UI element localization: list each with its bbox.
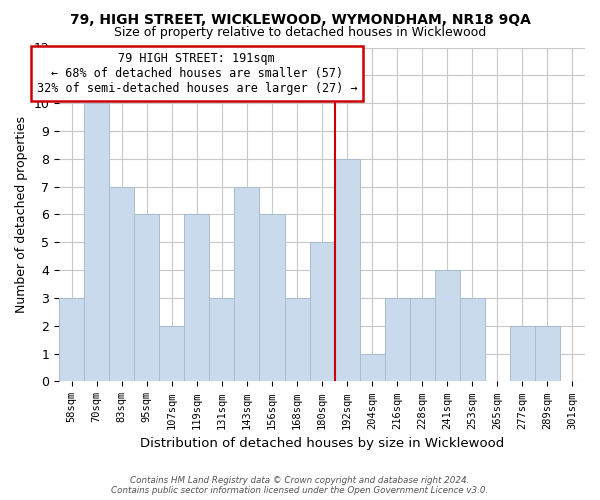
Text: Contains HM Land Registry data © Crown copyright and database right 2024.
Contai: Contains HM Land Registry data © Crown c…: [112, 476, 488, 495]
Text: Size of property relative to detached houses in Wicklewood: Size of property relative to detached ho…: [114, 26, 486, 39]
Bar: [184, 214, 209, 382]
Y-axis label: Number of detached properties: Number of detached properties: [15, 116, 28, 313]
Bar: [435, 270, 460, 382]
Bar: [59, 298, 84, 382]
X-axis label: Distribution of detached houses by size in Wicklewood: Distribution of detached houses by size …: [140, 437, 504, 450]
Bar: [535, 326, 560, 382]
Bar: [410, 298, 435, 382]
Bar: [310, 242, 335, 382]
Bar: [235, 186, 259, 382]
Bar: [335, 159, 359, 382]
Bar: [510, 326, 535, 382]
Text: 79, HIGH STREET, WICKLEWOOD, WYMONDHAM, NR18 9QA: 79, HIGH STREET, WICKLEWOOD, WYMONDHAM, …: [70, 12, 530, 26]
Bar: [284, 298, 310, 382]
Bar: [209, 298, 235, 382]
Bar: [359, 354, 385, 382]
Bar: [385, 298, 410, 382]
Bar: [134, 214, 160, 382]
Bar: [460, 298, 485, 382]
Bar: [259, 214, 284, 382]
Text: 79 HIGH STREET: 191sqm
← 68% of detached houses are smaller (57)
32% of semi-det: 79 HIGH STREET: 191sqm ← 68% of detached…: [37, 52, 357, 94]
Bar: [84, 103, 109, 382]
Bar: [160, 326, 184, 382]
Bar: [109, 186, 134, 382]
